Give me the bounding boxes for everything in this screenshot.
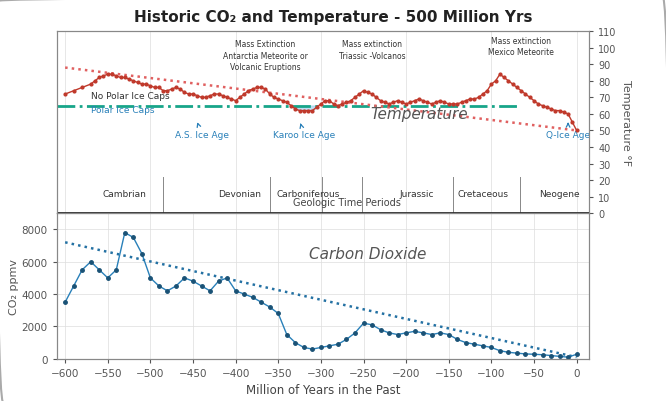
Text: Historic CO₂ and Temperature - 500 Million Yrs: Historic CO₂ and Temperature - 500 Milli…	[134, 10, 532, 25]
Text: Devonian: Devonian	[218, 189, 261, 198]
Text: Mass extinction
Mexico Meteorite: Mass extinction Mexico Meteorite	[488, 37, 554, 57]
Text: Jurassic: Jurassic	[399, 189, 434, 198]
Y-axis label: Temperature °F: Temperature °F	[621, 80, 631, 166]
Text: Cambrian: Cambrian	[103, 189, 147, 198]
Text: Geologic Time Periods: Geologic Time Periods	[292, 197, 400, 207]
Y-axis label: CO₂ ppmv: CO₂ ppmv	[9, 258, 19, 314]
Text: Neogene: Neogene	[539, 189, 580, 198]
Text: Carbon Dioxide: Carbon Dioxide	[309, 247, 426, 261]
Text: No Polar Ice Caps: No Polar Ice Caps	[91, 91, 169, 101]
X-axis label: Million of Years in the Past: Million of Years in the Past	[246, 383, 400, 396]
Text: Cretaceous: Cretaceous	[458, 189, 508, 198]
Text: Mass Extinction
Antarctia Meteorite or
Volcanic Eruptions: Mass Extinction Antarctia Meteorite or V…	[223, 41, 308, 71]
Text: Temperature: Temperature	[370, 107, 468, 122]
Text: Q-Ice Age: Q-Ice Age	[546, 124, 590, 140]
Text: Polar Ice Caps: Polar Ice Caps	[91, 105, 155, 115]
Text: Mass extinction
Triassic -Volcanos: Mass extinction Triassic -Volcanos	[339, 41, 406, 61]
Text: Karoo Ice Age: Karoo Ice Age	[272, 125, 335, 140]
Text: Carboniferous: Carboniferous	[276, 189, 340, 198]
Text: A.S. Ice Age: A.S. Ice Age	[174, 124, 228, 140]
